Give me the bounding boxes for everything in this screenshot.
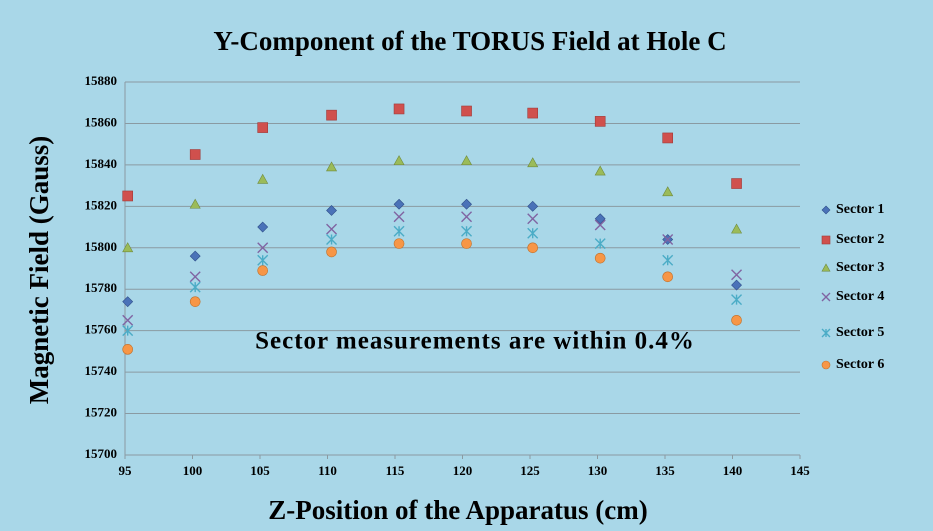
marker (461, 225, 473, 237)
marker (731, 294, 743, 306)
x-tick-label: 110 (318, 463, 337, 478)
legend-label: Sector 5 (836, 325, 884, 340)
x-tick-label: 120 (453, 463, 473, 478)
marker (527, 242, 539, 254)
y-tick-label: 15780 (85, 280, 118, 295)
marker (662, 254, 674, 266)
marker (326, 233, 338, 245)
legend-marker (821, 235, 831, 245)
legend-marker (821, 292, 831, 302)
marker (731, 269, 743, 281)
marker (731, 315, 742, 326)
x-tick-label: 145 (790, 463, 810, 478)
marker (594, 219, 606, 231)
marker (662, 233, 674, 245)
marker (122, 344, 133, 355)
marker (393, 103, 405, 115)
marker (594, 213, 606, 225)
marker (189, 250, 201, 262)
marker (461, 238, 472, 249)
legend-label: Sector 2 (836, 232, 884, 247)
marker (527, 227, 539, 239)
marker (326, 246, 337, 258)
legend-label: Sector 4 (836, 289, 884, 304)
marker (189, 271, 201, 283)
y-axis-label: Magnetic Field (Gauss) (24, 136, 54, 404)
x-tick-label: 125 (520, 463, 540, 478)
marker (122, 242, 134, 253)
marker (594, 165, 606, 176)
marker (461, 105, 472, 117)
marker (527, 157, 539, 168)
marker (393, 225, 405, 237)
marker (326, 223, 338, 235)
y-tick-label: 15860 (85, 114, 118, 129)
marker (189, 281, 201, 293)
marker (527, 213, 539, 225)
annotation: Sector measurements are within 0.4% (255, 328, 695, 355)
x-tick-label: 105 (250, 463, 270, 478)
y-tick-label: 15880 (85, 73, 118, 88)
marker (662, 132, 674, 144)
y-tick-label: 15800 (85, 239, 118, 254)
marker (122, 314, 134, 326)
marker (189, 149, 201, 160)
marker (594, 252, 606, 264)
marker (326, 161, 338, 172)
marker (393, 238, 405, 249)
x-tick-label: 135 (655, 463, 675, 478)
legend-marker (821, 263, 831, 272)
marker (326, 205, 337, 216)
marker (527, 200, 539, 212)
marker (461, 155, 473, 166)
marker (122, 190, 133, 202)
marker (731, 178, 742, 189)
marker (189, 296, 201, 307)
x-tick-label: 100 (183, 463, 203, 478)
legend-label: Sector 6 (836, 357, 884, 372)
marker (731, 279, 742, 291)
x-axis-label: Z-Position of the Apparatus (cm) (268, 495, 648, 525)
marker (257, 173, 269, 184)
marker (731, 223, 743, 234)
marker (122, 325, 134, 337)
marker (257, 221, 269, 233)
legend-label: Sector 1 (836, 202, 884, 217)
marker (122, 296, 134, 308)
marker (594, 116, 606, 127)
marker (189, 198, 201, 209)
marker (393, 155, 405, 166)
marker (662, 271, 674, 283)
marker (257, 122, 269, 133)
marker (662, 186, 674, 197)
marker (257, 242, 269, 254)
y-tick-label: 15840 (85, 156, 118, 171)
marker (527, 107, 539, 119)
legend-label: Sector 3 (836, 260, 884, 275)
x-tick-label: 115 (386, 463, 405, 478)
legend-marker (821, 360, 831, 370)
marker (326, 109, 337, 121)
marker (393, 211, 405, 223)
marker (257, 254, 269, 266)
marker (594, 238, 606, 250)
x-tick-label: 130 (588, 463, 608, 478)
marker (461, 198, 472, 210)
marker (461, 211, 473, 223)
y-tick-label: 15740 (85, 363, 118, 378)
x-tick-label: 140 (723, 463, 743, 478)
marker (393, 198, 405, 210)
y-tick-label: 15700 (85, 446, 118, 461)
y-tick-label: 15820 (85, 197, 118, 212)
legend-marker (821, 205, 831, 215)
marker (257, 265, 269, 276)
y-tick-label: 15720 (85, 405, 118, 420)
chart-title: Y-Component of the TORUS Field at Hole C (213, 26, 726, 56)
x-tick-label: 95 (119, 463, 133, 478)
y-tick-label: 15760 (85, 322, 118, 337)
legend-marker (821, 328, 831, 338)
